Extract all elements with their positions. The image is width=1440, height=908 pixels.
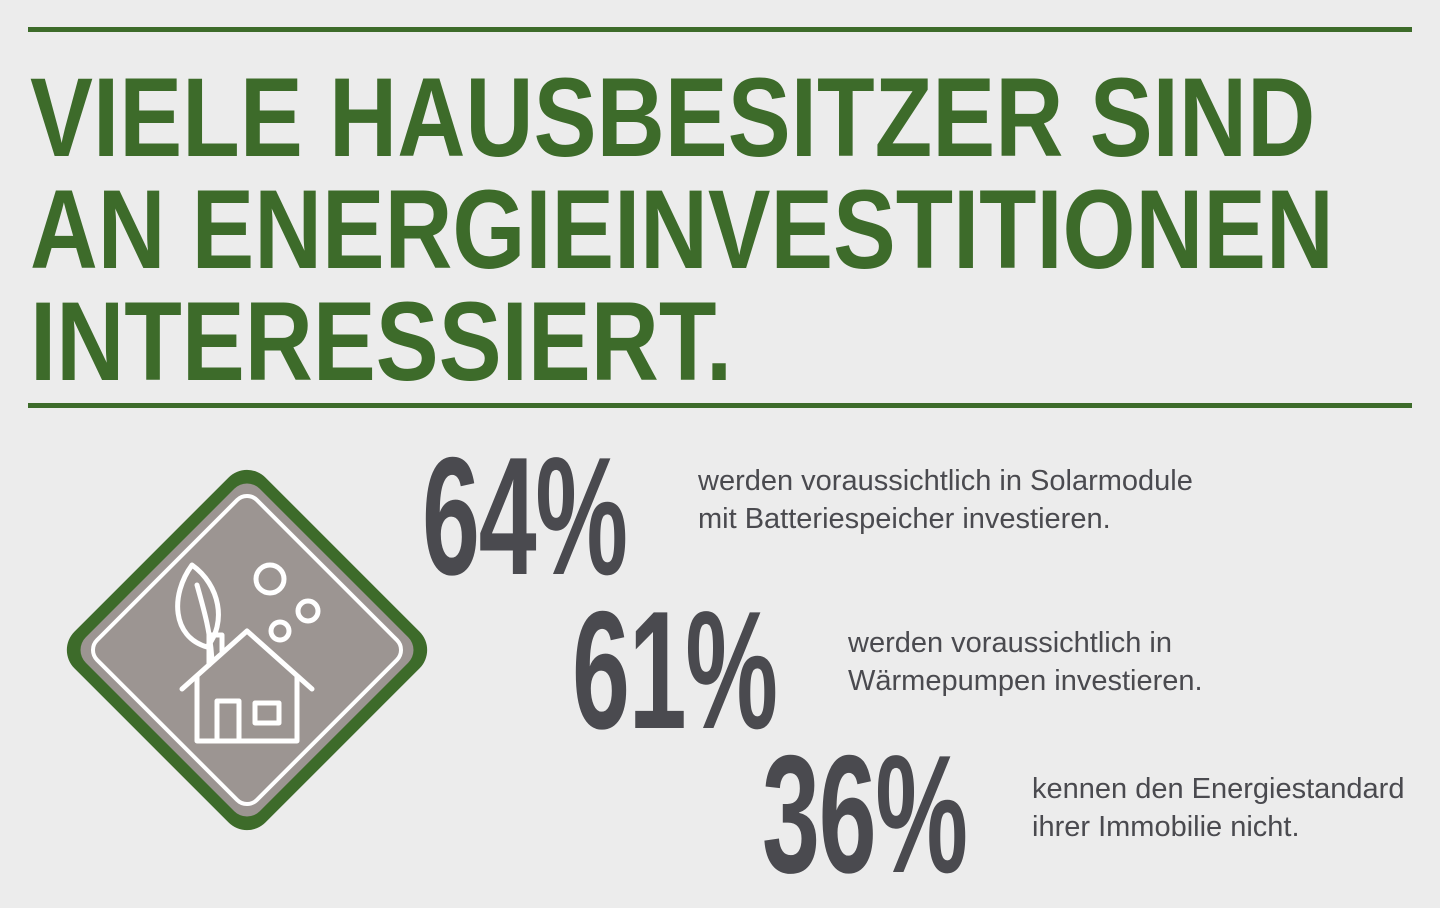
eco-house-icon	[175, 562, 321, 744]
headline-line-2: AN ENERGIEINVESTITIONEN	[30, 167, 1334, 292]
stat-64-percent: 64%	[422, 422, 628, 610]
stat-36-description: kennen den Energiestandard ihrer Immobil…	[1032, 770, 1404, 846]
stat-36-percent: 36%	[762, 720, 968, 908]
stat-64-description: werden voraussichtlich in Solarmodule mi…	[698, 462, 1193, 538]
stat-36-line-1: kennen den Energiestandard	[1032, 773, 1405, 805]
stat-61-percent: 61%	[572, 576, 778, 764]
headline-line-3: INTERESSIERT.	[30, 279, 733, 404]
top-divider	[28, 27, 1412, 32]
stat-36-line-2: ihrer Immobilie nicht.	[1032, 811, 1300, 843]
headline-line-1: VIELE HAUSBESITZER SIND	[30, 55, 1316, 180]
headline: VIELE HAUSBESITZER SIND AN ENERGIEINVEST…	[30, 62, 1420, 398]
stat-64-line-1: werden voraussichtlich in Solarmodule	[698, 465, 1193, 497]
stat-64-line-2: mit Batteriespeicher investieren.	[698, 503, 1111, 535]
stat-61-line-2: Wärmepumpen investieren.	[848, 665, 1203, 697]
stat-61-line-1: werden voraussichtlich in	[848, 627, 1172, 659]
eco-house-badge	[66, 469, 428, 831]
stat-61-description: werden voraussichtlich in Wärmepumpen in…	[848, 624, 1203, 700]
middle-divider	[28, 403, 1412, 408]
